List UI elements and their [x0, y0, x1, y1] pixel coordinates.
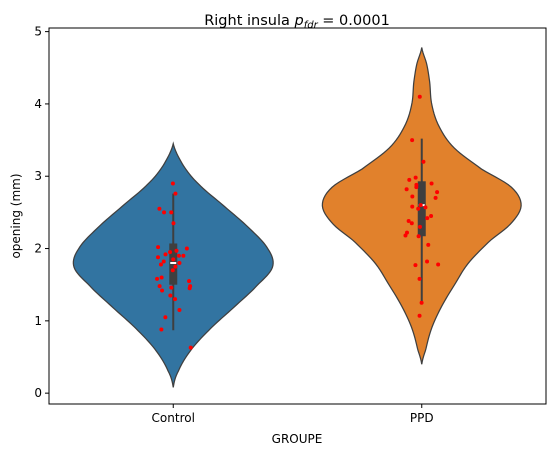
data-point — [157, 206, 162, 211]
data-point — [160, 288, 165, 293]
data-point — [159, 327, 164, 332]
data-point — [170, 268, 175, 273]
y-tick-label: 1 — [34, 314, 42, 328]
data-point — [173, 191, 178, 196]
data-point — [435, 190, 440, 195]
data-point — [168, 250, 173, 255]
data-point — [425, 216, 430, 221]
plot-area — [72, 47, 522, 388]
data-point — [173, 297, 178, 302]
data-point — [169, 210, 174, 215]
data-point — [426, 242, 431, 247]
iqr-box-ppd — [417, 181, 426, 237]
chart-title: Right insula pfdr = 0.0001 — [204, 13, 390, 31]
violin-group-ppd — [321, 47, 522, 365]
y-tick-label: 0 — [34, 386, 42, 400]
y-tick-label: 3 — [34, 169, 42, 183]
y-tick-label: 5 — [34, 25, 42, 39]
data-point — [410, 138, 415, 143]
y-axis-label: opening (mm) — [9, 173, 23, 258]
data-point — [158, 262, 163, 267]
data-point — [168, 293, 173, 298]
data-point — [429, 214, 434, 218]
data-point — [174, 248, 179, 253]
data-point — [417, 276, 422, 281]
data-point — [155, 276, 160, 281]
title-p-subscript: fdr — [304, 20, 319, 31]
data-point — [413, 263, 418, 268]
data-point — [171, 257, 176, 262]
data-point — [162, 210, 167, 215]
y-tick-label: 2 — [34, 242, 42, 256]
title-prefix: Right insula — [204, 13, 294, 29]
data-point — [161, 259, 166, 264]
data-point — [403, 233, 408, 238]
iqr-box-control — [169, 243, 178, 285]
median-marker-control — [170, 262, 177, 264]
data-point — [404, 187, 409, 192]
data-point — [419, 300, 424, 305]
data-point — [170, 181, 175, 186]
data-point — [425, 259, 430, 264]
data-point — [417, 224, 422, 229]
data-point — [163, 315, 168, 320]
data-point — [429, 181, 434, 186]
data-point — [156, 255, 161, 260]
data-point — [177, 261, 182, 265]
data-point — [414, 185, 419, 190]
data-point — [418, 203, 423, 208]
data-point — [188, 345, 193, 350]
data-point — [169, 285, 174, 290]
data-point — [413, 175, 418, 180]
data-point — [407, 177, 412, 182]
data-point — [173, 264, 178, 269]
data-point — [436, 262, 441, 267]
data-point — [163, 252, 168, 257]
x-axis: Control PPD — [152, 404, 434, 425]
x-tick-label: Control — [152, 411, 195, 425]
data-point — [417, 313, 422, 318]
violin-group-control — [72, 141, 274, 388]
data-point — [433, 195, 438, 200]
data-point — [409, 221, 414, 226]
data-point — [177, 308, 182, 312]
y-axis: 0 1 2 3 4 5 — [34, 25, 49, 400]
data-point — [416, 234, 421, 239]
x-tick-label: PPD — [410, 411, 434, 425]
data-point — [184, 246, 189, 251]
data-point — [187, 286, 192, 291]
data-point — [421, 159, 426, 164]
data-point — [187, 279, 192, 284]
data-point — [416, 206, 421, 211]
data-point — [410, 204, 415, 209]
data-point — [181, 253, 186, 258]
data-point — [423, 205, 428, 210]
data-point — [410, 194, 415, 199]
plot-frame — [48, 27, 547, 405]
data-point — [406, 219, 411, 224]
data-point — [176, 253, 181, 258]
y-tick-label: 4 — [34, 97, 42, 111]
title-suffix: = 0.0001 — [318, 13, 390, 29]
x-axis-label: GROUPE — [272, 432, 323, 446]
data-point — [417, 94, 422, 99]
data-point — [157, 284, 162, 289]
title-p: p — [293, 13, 303, 29]
data-point — [156, 245, 161, 250]
data-point — [171, 221, 176, 226]
data-point — [159, 275, 164, 280]
